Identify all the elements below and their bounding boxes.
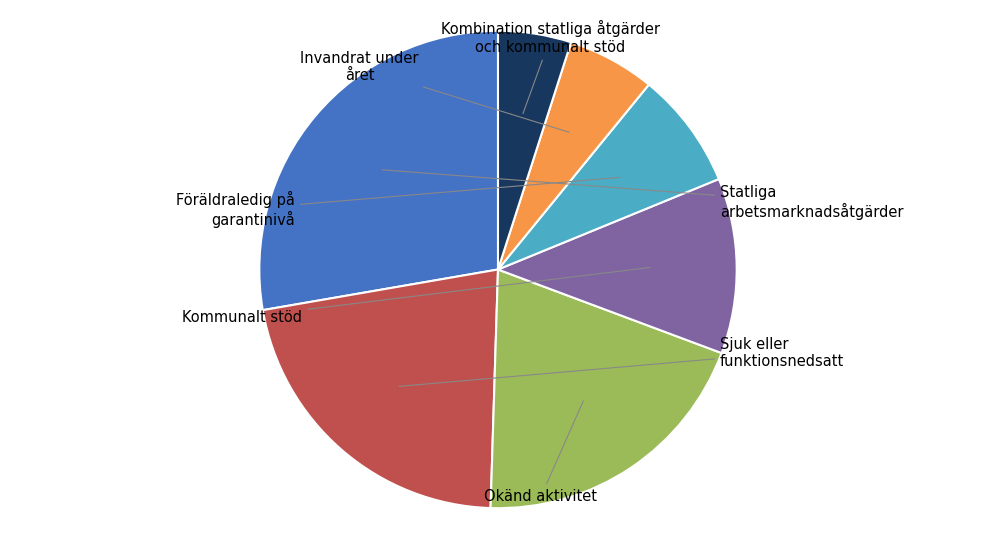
Text: Kommunalt stöd: Kommunalt stöd [182,267,650,324]
Text: Invandrat under
året: Invandrat under året [301,51,570,133]
Text: Statliga
arbetsmarknadsåtgärder: Statliga arbetsmarknadsåtgärder [382,170,903,220]
Text: Sjuk eller
funktionsnedsatt: Sjuk eller funktionsnedsatt [399,337,845,386]
Wedge shape [498,42,648,270]
Text: Okänd aktivitet: Okänd aktivitet [484,401,598,504]
Wedge shape [259,31,498,310]
Text: Föräldraledig på
garantinivå: Föräldraledig på garantinivå [176,177,620,228]
Wedge shape [263,270,498,508]
Text: Kombination statliga åtgärder
och kommunalt stöd: Kombination statliga åtgärder och kommun… [441,20,660,114]
Wedge shape [498,31,571,270]
Wedge shape [498,85,719,270]
Wedge shape [498,179,737,353]
Wedge shape [491,270,721,508]
